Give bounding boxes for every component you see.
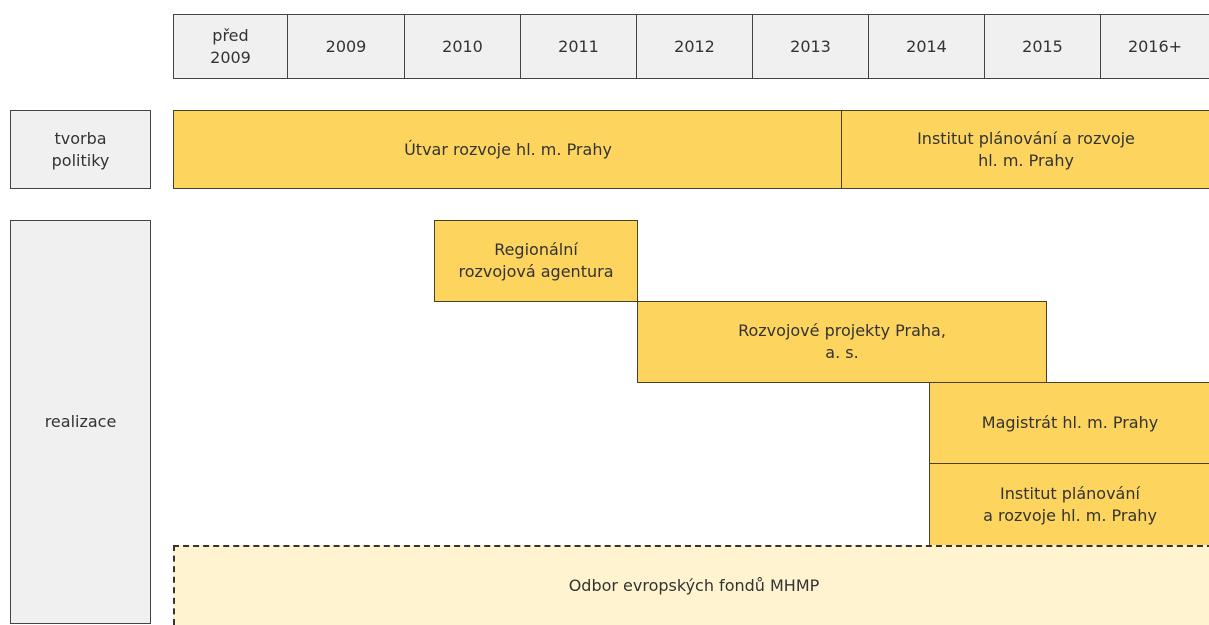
org-bar: Odbor evropských fondů MHMP [173,545,1209,625]
year-cell: 2012 [636,14,753,79]
year-cell: 2013 [752,14,869,79]
year-cell: 2010 [404,14,521,79]
org-bar: Útvar rozvoje hl. m. Prahy [173,110,843,189]
label: Institut plánování a rozvoje [917,128,1135,148]
label: politiky [51,150,110,170]
year-cell: 2016+ [1100,14,1209,79]
label: hl. m. Prahy [978,150,1074,170]
label: rozvojová agentura [458,262,614,281]
label: 2012 [674,36,715,56]
label: tvorba [54,128,107,148]
year-cell: 2014 [868,14,985,79]
year-cell: 2009 [287,14,405,79]
org-bar: Institut plánování a rozvoje hl. m. Prahy [929,463,1209,546]
org-bar: Regionální rozvojová agentura [434,220,638,302]
label: Institut plánování [1000,483,1140,503]
label: Rozvojové projekty Praha, [738,321,946,340]
label: Útvar rozvoje hl. m. Prahy [404,139,612,159]
year-cell: 2015 [984,14,1101,79]
label: Regionální [494,240,578,259]
label: 2009 [325,36,367,56]
row-label: realizace [10,220,151,624]
label: 2009 [210,47,251,67]
label: 2013 [790,36,831,56]
year-cell: 2011 [520,14,637,79]
label: 2015 [1022,36,1063,56]
label: 2010 [442,36,483,56]
label: Magistrát hl. m. Prahy [981,413,1159,432]
label: a rozvoje hl. m. Prahy [983,505,1157,525]
label: 2014 [906,36,947,56]
org-bar: Rozvojové projekty Praha, a. s. [637,301,1047,383]
row-label: tvorba politiky [10,110,151,189]
org-bar: Magistrát hl. m. Prahy [929,382,1209,464]
label: a. s. [825,343,859,362]
label: realizace [44,412,117,431]
label: 2016+ [1127,36,1183,56]
year-cell: před 2009 [173,14,288,79]
label: před [212,25,249,45]
label: 2011 [558,36,599,56]
org-bar: Institut plánování a rozvoje hl. m. Prahy [841,110,1209,189]
label: Odbor evropských fondů MHMP [568,576,820,595]
